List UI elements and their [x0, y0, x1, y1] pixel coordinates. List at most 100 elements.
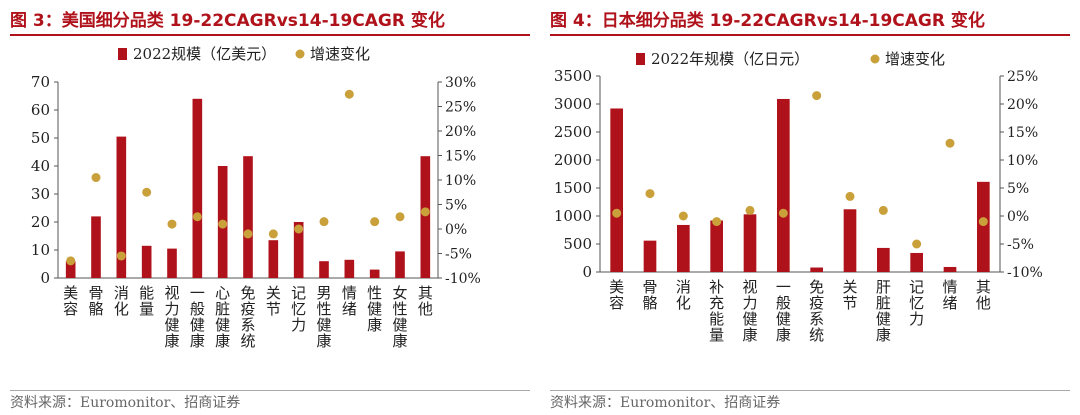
bar-免疫系统 [810, 267, 823, 272]
x-tick-label: 肝脏健康 [876, 278, 891, 344]
y-left-tick-label: 500 [563, 235, 592, 253]
dot-骨骼 [91, 173, 101, 183]
dot-美容 [66, 256, 76, 266]
y-right-tick-label: 5% [445, 198, 467, 214]
bar-情绪 [344, 259, 355, 278]
y-right-tick-label: 10% [445, 173, 476, 189]
x-tick-label: 消化 [676, 278, 691, 312]
y-right-tick-label: -5% [445, 247, 472, 263]
bar-消化 [116, 136, 127, 278]
dot-能量 [142, 187, 152, 197]
dot-一般健康 [778, 208, 788, 218]
legend-bar-swatch [636, 53, 645, 65]
x-tick-label: 心脏健康 [215, 284, 230, 350]
dot-情绪 [344, 89, 354, 99]
dot-骨骼 [645, 189, 655, 199]
x-tick-label: 其他 [976, 278, 991, 312]
bar-关节 [268, 240, 279, 278]
legend-bar-swatch [118, 48, 127, 60]
x-tick-label: 其他 [418, 284, 433, 318]
bar-记忆力 [910, 252, 923, 272]
bar-情绪 [943, 266, 957, 272]
y-left-tick-label: 20 [31, 213, 50, 231]
x-tick-label: 免疫系统 [809, 278, 824, 344]
bar-补充能量 [710, 220, 723, 272]
dot-心脏健康 [218, 219, 228, 229]
source-note: 资料来源：Euromonitor、招商证券 [550, 395, 781, 411]
y-right-tick-label: 25% [445, 100, 476, 116]
y-right-tick-label: 0% [1007, 209, 1029, 225]
bar-美容 [610, 108, 623, 272]
y-left-tick-label: 50 [31, 129, 50, 147]
y-right-tick-label: -10% [445, 271, 481, 287]
y-left-tick-label: 1500 [554, 179, 592, 197]
x-tick-label: 女性健康 [392, 284, 407, 350]
dot-男性健康 [319, 217, 329, 227]
bar-视力健康 [743, 214, 757, 272]
x-tick-label: 骨骼 [88, 284, 103, 318]
dot-免疫系统 [812, 91, 822, 101]
bar-一般健康 [777, 98, 790, 273]
legend-dot-swatch [295, 49, 305, 59]
bar-骨骼 [643, 240, 657, 272]
legend-label-dot: 增速变化 [310, 45, 370, 63]
legend-dot-swatch [870, 54, 880, 64]
dot-性健康 [370, 217, 380, 227]
dot-其他 [420, 207, 430, 217]
x-tick-label: 男性健康 [316, 284, 331, 350]
bar-一般健康 [192, 98, 203, 278]
y-left-tick-label: 2500 [554, 123, 592, 141]
y-left-tick-label: 10 [31, 241, 50, 259]
chart-title: 图 3：美国细分品类 19-22CAGRvs14-19CAGR 变化 [10, 11, 445, 31]
y-right-tick-label: 25% [1007, 69, 1038, 85]
bar-记忆力 [293, 222, 304, 278]
bar-骨骼 [91, 216, 101, 278]
bar-其他 [977, 181, 990, 272]
y-left-tick-label: 30 [31, 185, 50, 203]
dot-免疫系统 [243, 229, 253, 239]
bar-免疫系统 [243, 156, 253, 278]
x-tick-label: 能量 [139, 284, 154, 318]
bar-性健康 [369, 269, 380, 278]
x-tick-label: 一般健康 [776, 278, 791, 344]
bar-消化 [677, 224, 690, 272]
y-left-tick-label: 0 [40, 269, 50, 287]
source-rule [10, 390, 530, 391]
dot-关节 [268, 229, 278, 239]
legend-label-bar: 2022规模（亿美元） [133, 45, 276, 63]
x-tick-label: 免疫系统 [240, 284, 255, 350]
x-tick-label: 美容 [63, 284, 78, 318]
chart-japan: 0 500 1000 1500 2000 2500 3000 3500 -10% -5% 0% 5% 1… [554, 50, 1043, 344]
chart-us: 0 10 20 30 40 50 60 70 -10% -5% 0% 5% 10% 15% 20% 25% 30… [31, 45, 481, 350]
y-left-tick-label: 0 [582, 263, 592, 281]
y-right-tick-label: 0% [445, 222, 467, 238]
dot-视力健康 [745, 205, 755, 215]
title-rule [10, 34, 530, 36]
x-tick-label: 关节 [266, 284, 281, 318]
x-tick-label: 美容 [609, 278, 624, 312]
x-tick-label: 性健康 [367, 284, 382, 334]
title-rule [550, 34, 1070, 36]
bar-男性健康 [319, 261, 329, 278]
x-tick-label: 情绪 [342, 284, 357, 318]
y-right-tick-label: -10% [1007, 265, 1043, 281]
bar-视力健康 [167, 248, 177, 278]
dot-视力健康 [167, 219, 177, 229]
dot-补充能量 [712, 217, 722, 227]
legend-label-dot: 增速变化 [885, 50, 945, 68]
legend-label-bar: 2022年规模（亿日元） [651, 50, 809, 68]
dot-女性健康 [395, 212, 405, 222]
x-tick-label: 视力健康 [164, 284, 179, 350]
dot-消化 [116, 251, 126, 261]
y-left-tick-label: 1000 [554, 207, 592, 225]
x-tick-label: 骨骼 [642, 278, 657, 312]
dot-肝脏健康 [878, 205, 888, 215]
dot-关节 [845, 191, 855, 201]
bar-女性健康 [395, 251, 405, 278]
x-tick-label: 记忆力 [291, 284, 306, 334]
chart-title: 图 4：日本细分品类 19-22CAGRvs14-19CAGR 变化 [550, 11, 985, 31]
x-tick-label: 情绪 [942, 278, 957, 312]
dot-情绪 [945, 138, 955, 148]
dot-消化 [678, 211, 688, 221]
x-tick-label: 补充能量 [709, 278, 724, 344]
